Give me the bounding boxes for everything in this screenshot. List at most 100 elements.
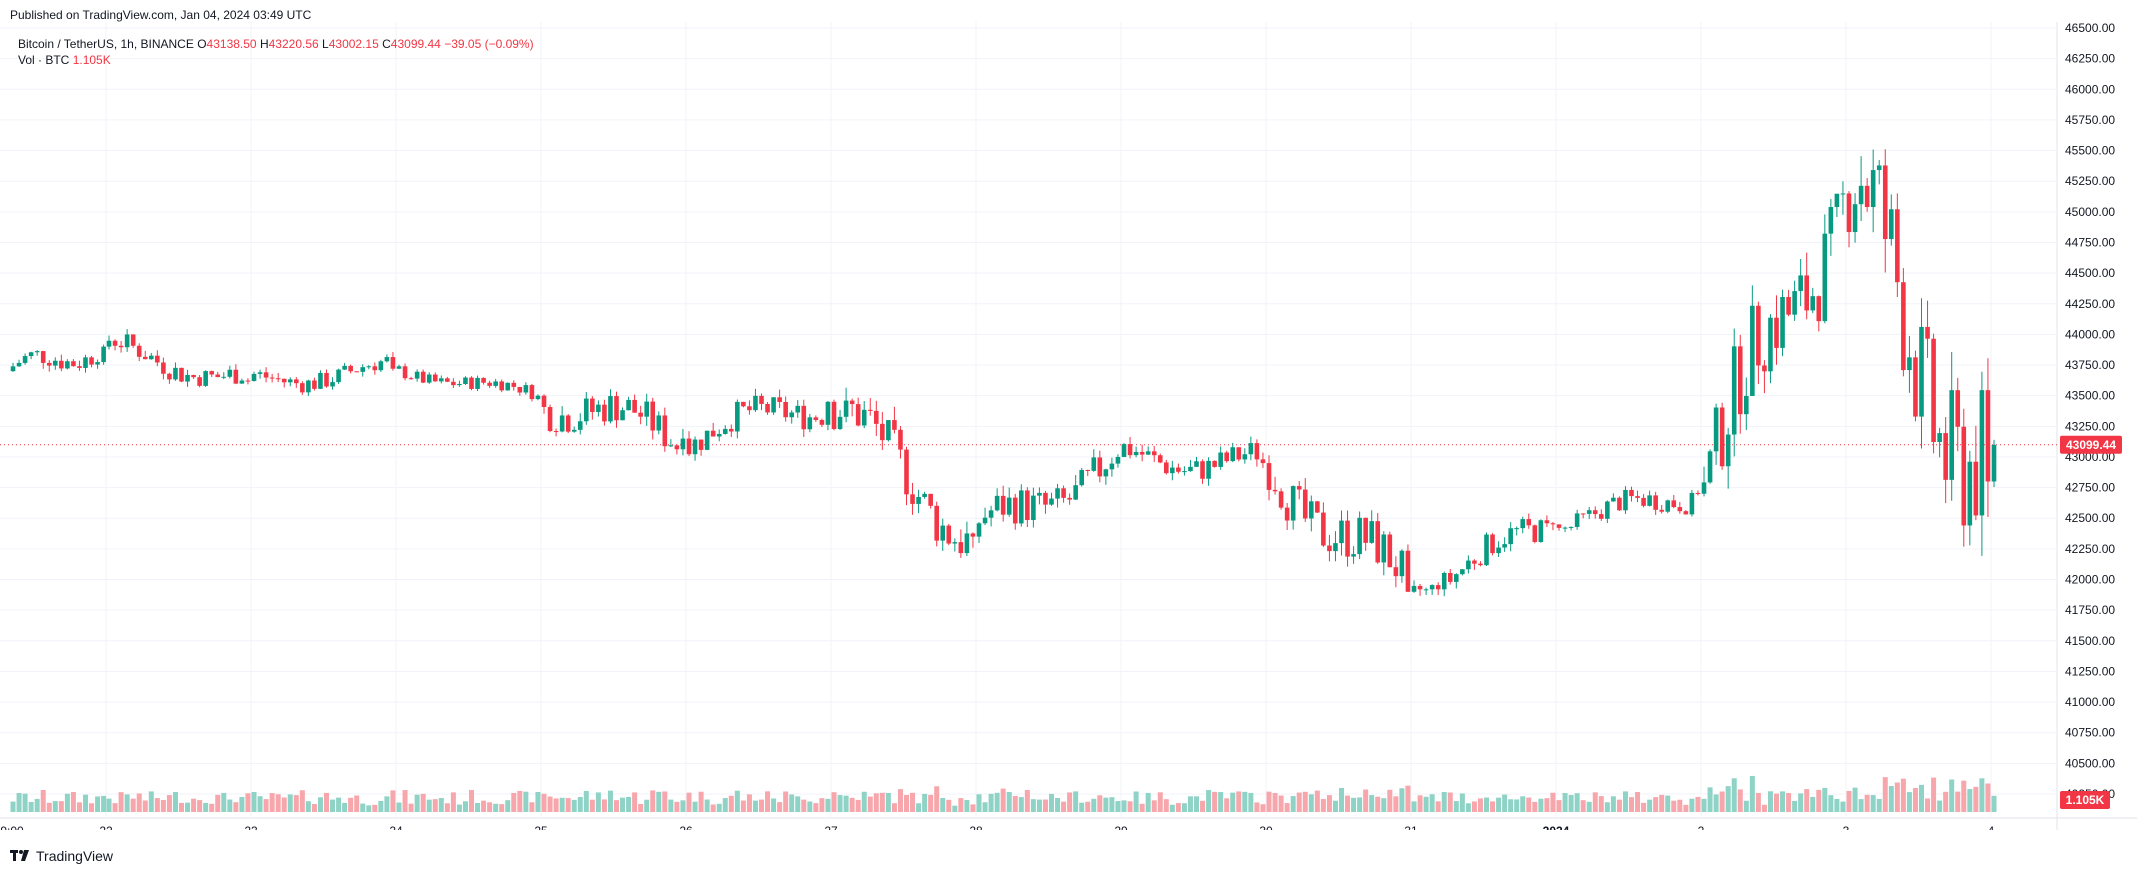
price-tick-label: 43250.00	[2065, 419, 2115, 433]
volume-bar	[674, 801, 680, 812]
candle-body	[825, 401, 831, 425]
candle-body	[1979, 390, 1985, 516]
candle-body	[101, 346, 106, 363]
volume-bar	[620, 797, 626, 812]
candle-body	[813, 417, 819, 420]
candle-body	[1659, 509, 1664, 512]
footer-brand[interactable]: TradingView	[10, 848, 113, 864]
volume-bar	[523, 791, 529, 812]
candle-body	[1309, 501, 1314, 519]
volume-bar	[106, 798, 112, 812]
candle-body	[692, 439, 698, 455]
candle-body	[662, 415, 668, 447]
volume-bar	[52, 801, 58, 812]
candle-body	[1405, 550, 1411, 592]
last-price-tag	[2060, 435, 2122, 454]
volume-bar	[1900, 778, 1906, 812]
candle-body	[1127, 444, 1133, 456]
candle-body	[1629, 489, 1634, 497]
volume-bar	[269, 793, 275, 812]
volume-bar	[70, 792, 76, 812]
volume-bar	[680, 800, 686, 812]
volume-bar	[1906, 792, 1912, 812]
candle-body	[1490, 534, 1495, 554]
candle-body	[753, 395, 758, 411]
candle-body	[1224, 452, 1229, 462]
volume-bar	[565, 798, 571, 812]
volume-bar	[511, 792, 517, 812]
volume-bar	[1767, 791, 1773, 812]
volume-bar	[988, 793, 994, 812]
volume-bar	[541, 793, 547, 812]
candle-body	[1913, 357, 1918, 417]
time-axis[interactable]: 9:00222324252627282930312024234	[0, 824, 1994, 838]
price-axis[interactable]: 40250.0040500.0040750.0041000.0041250.00…	[2065, 21, 2115, 801]
high-value: 43220.56	[268, 37, 319, 51]
volume-bar	[197, 800, 203, 812]
chart-container[interactable]: 40250.0040500.0040750.0041000.0041250.00…	[0, 21, 2137, 838]
candle-body	[124, 334, 130, 348]
candle-body	[463, 377, 468, 384]
price-tick-label: 45000.00	[2065, 205, 2115, 219]
candle-body	[1454, 574, 1459, 582]
volume-bar	[28, 801, 34, 812]
candle-body	[674, 445, 680, 450]
grid-lines	[0, 22, 2137, 830]
candle-body	[1006, 497, 1012, 515]
volume-bar	[1864, 794, 1870, 812]
candle-body	[1931, 338, 1936, 443]
candle-body	[251, 373, 257, 381]
volume-bar	[462, 801, 468, 812]
volume-bar	[934, 786, 940, 812]
volume-bar	[499, 804, 505, 812]
volume-bar	[22, 793, 28, 812]
time-tick-label: 22	[99, 824, 113, 830]
candle-body	[348, 365, 353, 372]
candle-body	[771, 397, 776, 413]
volume-bar	[203, 802, 209, 812]
volume-bar	[1272, 792, 1278, 812]
volume-bar	[1453, 801, 1459, 812]
candle-body	[638, 412, 643, 417]
volume-bar	[1206, 790, 1212, 812]
candle-body	[1133, 451, 1139, 456]
volume-bar	[722, 798, 728, 812]
price-tick-label: 45250.00	[2065, 174, 2115, 188]
candle-body	[281, 378, 287, 383]
volume-bar	[1163, 799, 1169, 812]
volume-bar	[456, 804, 462, 812]
candle-body	[541, 395, 547, 408]
candle-body	[1689, 492, 1695, 515]
candle-body	[1580, 513, 1586, 515]
candle-body	[1574, 513, 1580, 527]
volume-bar	[257, 796, 263, 812]
candle-body	[1556, 524, 1562, 528]
candle-body	[499, 381, 504, 391]
candle-body	[1508, 528, 1513, 545]
candle-body	[1242, 454, 1248, 460]
candle-body	[1441, 572, 1447, 590]
volume-bar	[656, 791, 662, 812]
volume-bars	[10, 775, 1997, 812]
candle-body	[185, 374, 190, 382]
close-label: C	[382, 37, 391, 51]
candle-body	[106, 340, 112, 347]
candle-body	[130, 334, 136, 346]
volume-bar	[1308, 794, 1314, 812]
candle-body	[1109, 463, 1115, 470]
volume-bar	[614, 800, 619, 812]
price-chart[interactable]: 40250.0040500.0040750.0041000.0041250.00…	[0, 21, 2137, 838]
volume-bar	[1937, 800, 1943, 812]
volume-bar	[1846, 790, 1852, 812]
candle-body	[1919, 326, 1924, 417]
price-tick-label: 44500.00	[2065, 266, 2115, 280]
candle-body	[1157, 455, 1163, 463]
candle-body	[161, 362, 166, 374]
volume-bar	[1399, 788, 1405, 812]
candle-body	[1037, 492, 1042, 496]
candle-body	[577, 421, 583, 430]
volume-bar	[154, 798, 160, 812]
volume-bar	[1737, 789, 1743, 812]
volume-bar	[825, 798, 831, 812]
price-tick-label: 42250.00	[2065, 542, 2115, 556]
